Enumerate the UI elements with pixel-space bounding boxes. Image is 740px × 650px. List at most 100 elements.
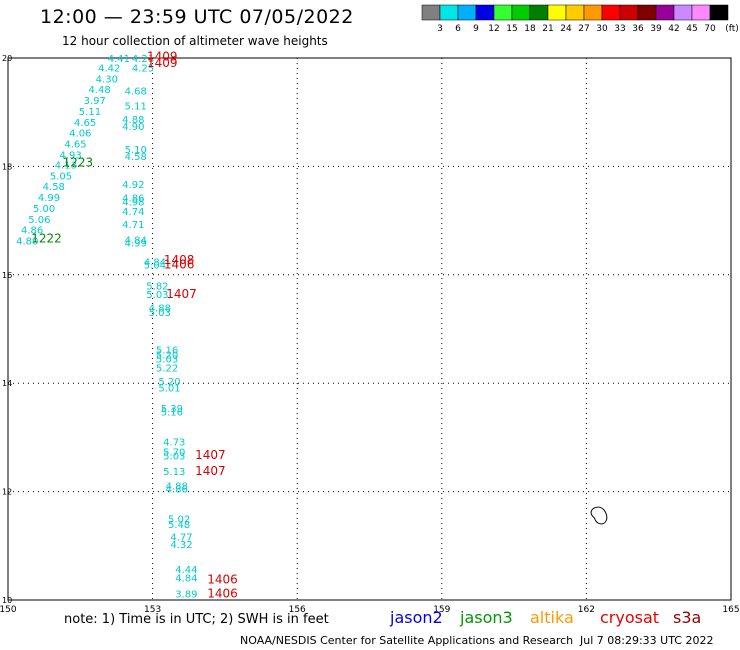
footnote: note: 1) Time is in UTC; 2) SWH is in fe…: [64, 612, 329, 627]
wave-height-label: 5.48: [168, 520, 190, 531]
legend-jason2: jason2: [390, 608, 443, 627]
wave-height-label: 4.73: [163, 438, 185, 449]
x-tick-label: 165: [722, 605, 739, 615]
wave-height-colorbar: 3 6 9 12 15 18 21 24 27 30 33 36 39 42 45 70 (ft): [421, 4, 739, 34]
wave-height-label: 4.77: [170, 532, 192, 543]
wave-height-label: 5.11: [125, 101, 147, 112]
pass-time-label: 1223: [63, 155, 94, 169]
wave-height-label: 4.42: [98, 64, 120, 75]
wave-height-label: 4.99: [38, 193, 60, 204]
wave-height-label: 4.98: [122, 197, 144, 208]
wave-height-label: 5.06: [28, 215, 50, 226]
pass-time-label: 1406: [207, 573, 238, 587]
legend-altika: altika: [530, 608, 574, 627]
map-frame: [7, 57, 732, 601]
colorbar-label: 9: [473, 24, 479, 34]
wave-height-label: 4.93: [60, 150, 82, 161]
x-tick-label: 162: [578, 605, 595, 615]
y-tick-label: 18: [2, 162, 12, 171]
wave-height-label: 4.58: [43, 182, 65, 193]
y-tick-label: 16: [2, 271, 12, 280]
wave-height-label: 4.84: [144, 258, 166, 269]
colorbar-label: 45: [686, 24, 697, 34]
wave-height-label: 4.65: [74, 118, 96, 129]
wave-height-label: 4.48: [88, 85, 110, 96]
wave-height-label: 4.88: [149, 304, 171, 315]
colorbar-label: 70: [704, 24, 716, 34]
wave-height-label: 5.82: [146, 281, 168, 292]
pass-time-label: 1406: [164, 257, 195, 271]
colorbar-label: 39: [650, 24, 662, 34]
wave-height-label: 5.39: [161, 404, 183, 415]
y-tick-label: 12: [2, 488, 12, 497]
colorbar-label: 33: [614, 24, 625, 34]
wave-height-label: 4.68: [125, 86, 147, 97]
wave-height-label: 4.88: [166, 481, 188, 492]
pass-time-label: 1407: [195, 464, 226, 478]
colorbar-label: 3: [437, 24, 443, 34]
legend-jason3: jason3: [460, 608, 513, 627]
wave-height-label: 4.86: [122, 194, 144, 205]
wave-height-label: 5.70: [163, 447, 185, 458]
wave-height-label: 5.05: [50, 171, 72, 182]
colorbar-unit: (ft): [725, 24, 739, 34]
wave-height-label: 4.88: [122, 115, 144, 126]
wave-height-label: 5.16: [156, 345, 178, 356]
pass-time-label: 1408: [164, 253, 195, 267]
wave-height-label: 4.58: [125, 152, 147, 163]
wave-height-label: 4.99: [125, 239, 147, 250]
pass-time-label: 1409: [147, 56, 178, 70]
pass-time-label: 1406: [207, 586, 238, 600]
wave-height-label: 4.25: [132, 64, 154, 75]
wave-height-label: 5.11: [79, 107, 101, 118]
wave-height-label: 5.00: [33, 204, 55, 215]
x-tick-label: 153: [144, 605, 161, 615]
wave-height-label: 4.44: [175, 565, 197, 576]
credit-line: NOAA/NESDIS Center for Satellite Applica…: [240, 634, 574, 647]
legend-cryosat: cryosat: [600, 608, 660, 627]
wave-height-label: 4.32: [170, 540, 192, 551]
wave-height-label: 4.41: [108, 54, 130, 65]
wave-height-label: 4.71: [122, 220, 144, 231]
pass-time-label: 1409: [147, 50, 178, 64]
colorbar-label: 6: [455, 24, 461, 34]
wave-height-label: 5.01: [158, 383, 180, 394]
wave-height-label: 5.20: [158, 377, 180, 388]
wave-height-label: 5.03: [156, 355, 178, 366]
colorbar-swatch: [709, 4, 729, 21]
legend-s3a: s3a: [673, 608, 702, 627]
wave-height-label: 4.84: [125, 235, 147, 246]
x-tick-label: 156: [289, 605, 306, 615]
colorbar-label: 30: [596, 24, 608, 34]
colorbar-label: 12: [488, 24, 499, 34]
island-outline: [590, 506, 608, 525]
wave-height-label: 5.03: [149, 308, 171, 319]
map-subtitle: 12 hour collection of altimeter wave hei…: [62, 34, 328, 48]
wave-height-label: 5.02: [168, 514, 190, 525]
wave-height-label: 4.30: [96, 74, 118, 85]
wave-height-label: 4.74: [122, 207, 144, 218]
colorbar-label: 15: [506, 24, 517, 34]
y-tick-label: 20: [2, 54, 12, 63]
colorbar-label: 36: [632, 24, 644, 34]
wave-height-label: 5.03: [146, 290, 168, 301]
wave-height-label: 4.06: [69, 129, 91, 140]
colorbar-label: 27: [578, 24, 589, 34]
pass-time-label: 1407: [195, 448, 226, 462]
wave-height-label: 4.21: [132, 54, 154, 65]
wave-height-label: 5.22: [156, 363, 178, 374]
wave-height-label: 4.84: [175, 574, 197, 585]
wave-height-label: 4.90: [122, 122, 144, 133]
colorbar-label: 42: [668, 24, 679, 34]
wave-height-label: 4.80: [16, 236, 38, 247]
wave-height-label: 4.86: [166, 485, 188, 496]
x-tick-label: 159: [433, 605, 450, 615]
y-tick-label: 10: [2, 596, 12, 605]
wave-height-label: 3.89: [175, 589, 197, 600]
wave-height-label: 5.20: [156, 350, 178, 361]
wave-height-label: 3.97: [84, 96, 106, 107]
wave-height-label: 5.10: [125, 145, 147, 156]
x-tick-label: 150: [0, 605, 17, 615]
y-tick-label: 14: [2, 379, 12, 388]
wave-height-label: 5.16: [161, 408, 183, 419]
